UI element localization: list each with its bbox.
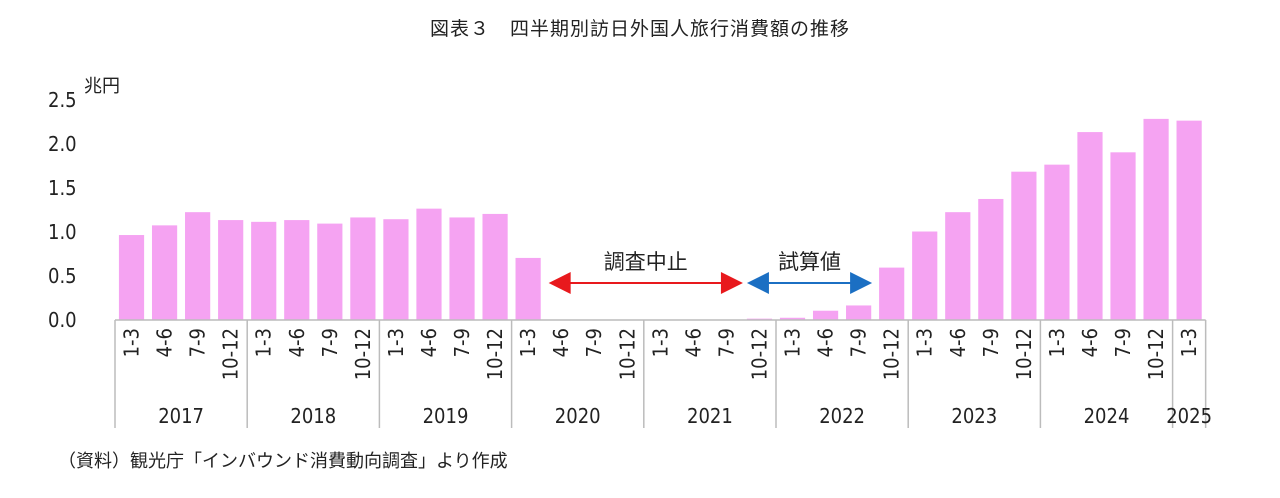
quarter-tick-label: 7-9	[318, 328, 342, 357]
year-label: 2020	[555, 404, 601, 428]
quarter-tick-label: 4-6	[681, 328, 705, 357]
bar	[878, 266, 906, 321]
quarter-tick-label: 7-9	[1111, 328, 1135, 357]
bar	[1043, 163, 1071, 321]
y-tick-label: 2.0	[48, 132, 77, 156]
quarter-tick-label: 7-9	[186, 328, 210, 357]
source-note: （資料）観光庁「インバウンド消費動向調査」より作成	[58, 451, 508, 472]
quarter-tick-label: 4-6	[1078, 328, 1102, 357]
arrow-head-left	[548, 272, 571, 294]
bar	[382, 218, 410, 321]
year-label: 2025	[1166, 404, 1212, 428]
quarter-tick-label: 1-3	[1177, 328, 1201, 357]
quarter-tick-label: 4-6	[549, 328, 573, 357]
quarter-tick-label: 1-3	[648, 328, 672, 357]
bar	[448, 216, 476, 321]
y-tick-label: 0.5	[48, 264, 77, 288]
bar	[250, 221, 278, 321]
quarter-tick-label: 10-12	[1012, 328, 1036, 380]
quarter-tick-label: 1-3	[781, 328, 805, 357]
quarter-tick-label: 1-3	[913, 328, 937, 357]
quarter-tick-label: 4-6	[946, 328, 970, 357]
bar	[184, 211, 212, 321]
y-tick-label: 1.0	[48, 220, 77, 244]
y-axis-unit-label: 兆円	[84, 76, 120, 97]
quarter-tick-label: 7-9	[582, 328, 606, 357]
chart-title: 図表３ 四半期別訪日外国人旅行消費額の推移	[429, 18, 850, 40]
year-label: 2017	[158, 404, 204, 428]
quarter-tick-label: 4-6	[417, 328, 441, 357]
quarter-tick-label: 7-9	[847, 328, 871, 357]
quarter-tick-label: 1-3	[252, 328, 276, 357]
bar	[151, 224, 178, 321]
quarter-tick-label: 10-12	[747, 328, 771, 380]
bar	[944, 211, 972, 321]
bar	[977, 198, 1005, 321]
y-tick-label: 0.0	[48, 308, 77, 332]
quarter-tick-label: 4-6	[153, 328, 177, 357]
quarter-tick-label: 10-12	[880, 328, 904, 380]
bar	[118, 234, 145, 321]
year-label: 2024	[1084, 404, 1130, 428]
quarter-tick-label: 10-12	[219, 328, 243, 380]
quarter-tick-label: 7-9	[979, 328, 1003, 357]
bar	[217, 219, 245, 321]
y-tick-label: 2.5	[48, 88, 77, 112]
arrow-head-right	[850, 272, 873, 294]
bar	[415, 207, 443, 321]
quarter-tick-label: 10-12	[483, 328, 507, 380]
quarter-tick-label: 4-6	[285, 328, 309, 357]
quarter-tick-label: 1-3	[1045, 328, 1069, 357]
bar	[283, 219, 311, 321]
bar	[349, 216, 377, 321]
bar	[481, 213, 509, 321]
annotation-label: 調査中止	[604, 250, 688, 274]
quarter-tick-label: 10-12	[1144, 328, 1168, 380]
bar	[1109, 151, 1137, 321]
bar	[1142, 118, 1170, 321]
y-axis: 0.0 0.5 1.0 1.5 2.0 2.5	[48, 88, 77, 332]
x-axis: 1-3 4-6 7-9 10-12 1-3 4-6 7-9 10-12 1-3 4-6 7-9 10-…	[114, 319, 1212, 428]
bar	[812, 309, 839, 321]
year-label: 2018	[290, 404, 336, 428]
annotation-arrows: 調査中止 試算値	[548, 250, 873, 294]
bar-series	[118, 118, 1203, 321]
bar	[1010, 170, 1038, 321]
arrow-head-left	[746, 272, 769, 294]
bar	[316, 222, 344, 321]
bar	[1175, 119, 1203, 321]
quarter-tick-label: 1-3	[516, 328, 540, 357]
arrow-head-right	[720, 272, 743, 294]
quarter-tick-label: 7-9	[450, 328, 474, 357]
y-tick-label: 1.5	[48, 176, 77, 200]
quarterly-spending-bar-chart: 0.0 0.5 1.0 1.5 2.0 2.5 兆円 1-3 4-6 7-9 10-12 1-3 4…	[48, 76, 1212, 428]
year-label: 2022	[819, 404, 865, 428]
year-label: 2023	[951, 404, 997, 428]
bar	[1076, 131, 1104, 321]
quarter-tick-label: 4-6	[814, 328, 838, 357]
bar	[845, 304, 873, 321]
year-label: 2019	[423, 404, 469, 428]
quarter-tick-label: 1-3	[384, 328, 408, 357]
annotation-label: 試算値	[778, 250, 841, 274]
bar	[514, 257, 542, 321]
bar	[911, 230, 939, 321]
quarter-tick-label: 7-9	[714, 328, 738, 357]
year-label: 2021	[687, 404, 733, 428]
quarter-tick-label: 1-3	[120, 328, 144, 357]
quarter-tick-label: 10-12	[615, 328, 639, 380]
quarter-tick-label: 10-12	[351, 328, 375, 380]
